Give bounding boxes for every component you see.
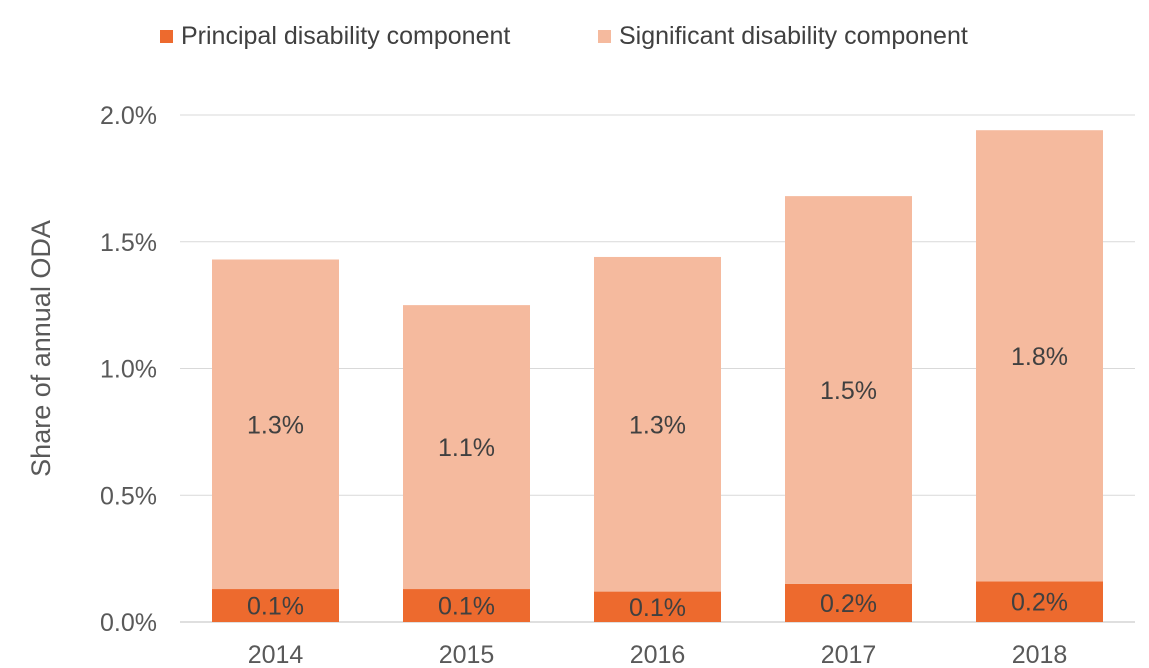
data-label-significant: 1.3%	[247, 411, 304, 439]
y-tick-label: 0.5%	[100, 482, 157, 510]
data-label-principal: 0.2%	[1011, 589, 1068, 617]
x-tick-label: 2018	[1012, 641, 1068, 668]
data-label-significant: 1.3%	[629, 411, 686, 439]
y-tick-label: 1.0%	[100, 356, 157, 384]
x-tick-label: 2016	[630, 641, 686, 668]
y-tick-label: 2.0%	[100, 102, 157, 130]
legend-swatch-significant	[598, 30, 611, 43]
data-label-principal: 0.1%	[629, 594, 686, 622]
bar-principal	[212, 589, 339, 622]
y-tick-label: 1.5%	[100, 229, 157, 257]
bar-principal	[594, 591, 721, 622]
bar-significant	[785, 196, 912, 584]
data-label-principal: 0.1%	[438, 593, 495, 621]
legend-label-significant: Significant disability component	[619, 22, 968, 50]
data-label-principal: 0.2%	[820, 590, 877, 618]
bar-significant	[403, 305, 530, 590]
bar-principal	[403, 589, 530, 622]
legend-item-significant: Significant disability component	[598, 22, 968, 51]
y-tick-label: 0.0%	[100, 609, 157, 637]
bar-significant	[976, 130, 1103, 582]
legend-swatch-principal	[160, 30, 173, 43]
x-tick-label: 2015	[439, 641, 495, 668]
data-label-significant: 1.5%	[820, 377, 877, 405]
legend: Principal disability component Significa…	[0, 22, 1149, 56]
legend-item-principal: Principal disability component	[160, 22, 510, 51]
bar-principal	[785, 583, 912, 622]
data-label-significant: 1.1%	[438, 434, 495, 462]
data-label-principal: 0.1%	[247, 593, 304, 621]
legend-label-principal: Principal disability component	[181, 22, 511, 50]
data-label-significant: 1.8%	[1011, 343, 1068, 371]
x-tick-label: 2014	[248, 641, 304, 668]
bar-significant	[594, 256, 721, 592]
bar-principal	[976, 581, 1103, 622]
y-axis-title: Share of annual ODA	[26, 220, 56, 477]
x-tick-label: 2017	[821, 641, 877, 668]
bar-significant	[212, 259, 339, 590]
